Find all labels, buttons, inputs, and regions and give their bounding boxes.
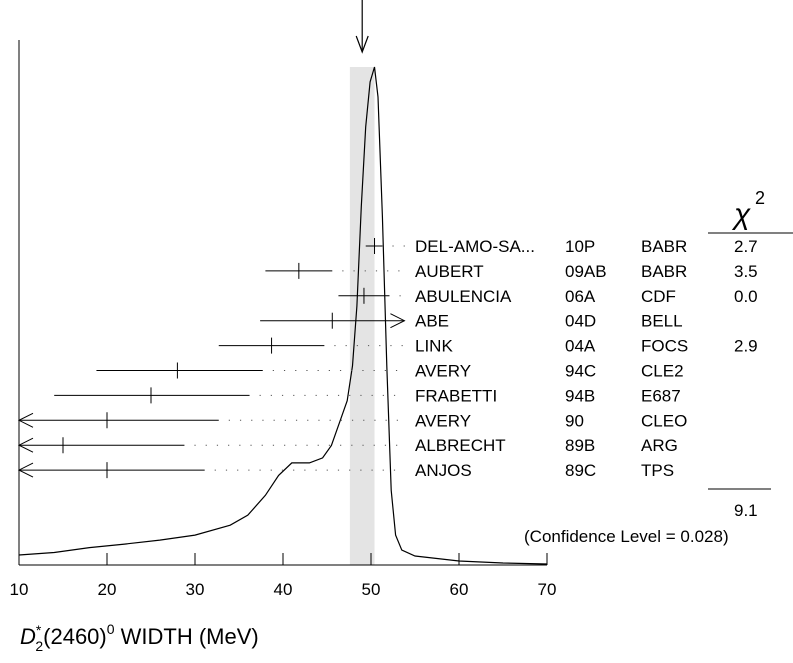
measurement-row: ABE 04D BELL (260, 312, 683, 331)
measurement-row: AVERY 94C CLE2 (96, 362, 684, 381)
chi2-value: 3.5 (734, 262, 758, 281)
x-axis-title-symbol: D (20, 624, 36, 649)
year-label: 09AB (565, 262, 607, 281)
x-axis-title-sup: * (36, 622, 42, 638)
average-marker-arrowhead (355, 35, 369, 54)
measurement-list: DEL-AMO-SA... 10P BABR 2.7 AUBERT 09AB BABR 3.5… (17, 237, 758, 480)
chi2-header: χ 2 (708, 188, 793, 234)
chi2-summary: 9.1 (Confidence Level = 0.028) (524, 488, 771, 546)
x-tick-label: 60 (450, 580, 469, 599)
plot-area (18, 0, 548, 565)
chi2-header-symbol: χ (731, 198, 751, 231)
technique-label: E687 (641, 386, 681, 405)
author-label: ALBRECHT (415, 436, 506, 455)
x-tick-label: 50 (362, 580, 381, 599)
year-label: 89B (565, 436, 595, 455)
chi2-header-exponent: 2 (755, 188, 765, 208)
x-axis-title-state: (2460) (43, 624, 107, 649)
right-arrowhead (390, 313, 406, 329)
technique-label: CLE2 (641, 362, 684, 381)
x-tick-label: 10 (10, 580, 29, 599)
author-label: AVERY (415, 411, 471, 430)
average-band (349, 67, 375, 565)
chi2-value: 2.7 (734, 237, 758, 256)
technique-label: CLEO (641, 411, 687, 430)
technique-label: BELL (641, 312, 683, 331)
year-label: 89C (565, 461, 596, 480)
x-axis-title-sub: 2 (35, 638, 43, 654)
confidence-level: (Confidence Level = 0.028) (524, 527, 729, 546)
measurement-row: ALBRECHT 89B ARG (17, 436, 678, 455)
author-label: ABE (415, 312, 449, 331)
author-label: LINK (415, 337, 453, 356)
measurement-row: AVERY 90 CLEO (17, 411, 687, 430)
year-label: 94B (565, 386, 595, 405)
technique-label: ARG (641, 436, 678, 455)
chi2-value: 2.9 (734, 337, 758, 356)
left-arrowhead (17, 462, 34, 478)
x-axis-title: D* 2(2460)0 WIDTH (MeV) (20, 621, 259, 654)
author-label: FRABETTI (415, 386, 497, 405)
ideogram-curve (18, 66, 548, 565)
x-axis-title-rest: WIDTH (MeV) (115, 624, 259, 649)
measurement-row: ABULENCIA 06A CDF 0.0 (338, 287, 758, 306)
x-tick-label: 40 (274, 580, 293, 599)
year-label: 94C (565, 362, 596, 381)
technique-label: CDF (641, 287, 676, 306)
author-label: ANJOS (415, 461, 472, 480)
measurement-row: FRABETTI 94B E687 (54, 386, 681, 405)
year-label: 90 (565, 411, 584, 430)
measurement-row: ANJOS 89C TPS (17, 461, 674, 480)
x-axis: 10 20 30 40 50 60 70 (10, 553, 557, 599)
technique-label: BABR (641, 262, 687, 281)
year-label: 04D (565, 312, 596, 331)
author-label: DEL-AMO-SA... (415, 237, 535, 256)
x-tick-label: 30 (186, 580, 205, 599)
x-axis-title-state-sup: 0 (107, 621, 115, 637)
technique-label: BABR (641, 237, 687, 256)
measurement-row: AUBERT 09AB BABR 3.5 (265, 262, 758, 281)
author-label: AVERY (415, 362, 471, 381)
left-arrowhead (17, 412, 34, 428)
x-tick-label: 70 (538, 580, 557, 599)
author-label: ABULENCIA (415, 287, 512, 306)
measurement-row: LINK 04A FOCS 2.9 (218, 337, 758, 356)
chi2-total: 9.1 (734, 501, 758, 520)
author-label: AUBERT (415, 262, 484, 281)
year-label: 10P (565, 237, 595, 256)
technique-label: TPS (641, 461, 674, 480)
chi2-value: 0.0 (734, 287, 758, 306)
left-arrowhead (17, 437, 34, 453)
technique-label: FOCS (641, 337, 688, 356)
year-label: 04A (565, 337, 596, 356)
year-label: 06A (565, 287, 596, 306)
x-tick-label: 20 (98, 580, 117, 599)
measurement-row: DEL-AMO-SA... 10P BABR 2.7 (365, 237, 758, 256)
